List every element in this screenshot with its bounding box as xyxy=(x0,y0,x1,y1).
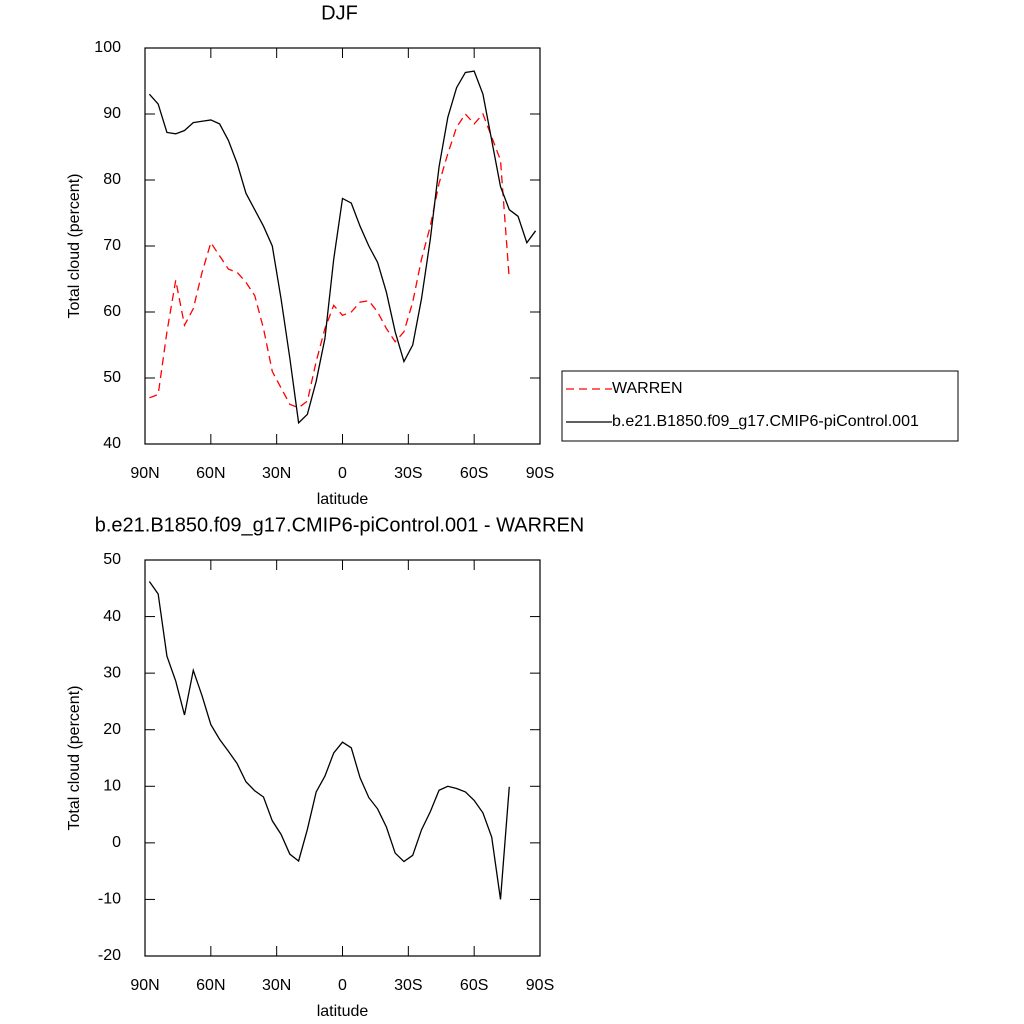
y-tick-label: 80 xyxy=(103,171,121,188)
y-tick-label: 10 xyxy=(103,778,121,795)
y-tick-label: 100 xyxy=(94,39,121,56)
y-tick-label: 0 xyxy=(112,834,121,851)
x-tick-label: 90N xyxy=(130,465,159,482)
y-tick-label: 20 xyxy=(103,721,121,738)
y-axis-label: Total cloud (percent) xyxy=(66,174,83,319)
y-tick-label: 50 xyxy=(103,551,121,568)
y-axis-label: Total cloud (percent) xyxy=(66,686,83,831)
y-tick-label: 90 xyxy=(103,105,121,122)
y-tick-label: -10 xyxy=(98,891,121,908)
x-tick-label: 60S xyxy=(460,977,488,994)
chart-title: b.e21.B1850.f09_g17.CMIP6-piControl.001 … xyxy=(95,514,585,536)
x-axis-label: latitude xyxy=(317,491,369,508)
y-tick-label: 40 xyxy=(103,435,121,452)
x-tick-label: 30S xyxy=(394,465,422,482)
x-tick-label: 30S xyxy=(394,977,422,994)
data-line xyxy=(149,112,510,409)
x-tick-label: 60N xyxy=(196,465,225,482)
x-tick-label: 0 xyxy=(338,977,347,994)
x-tick-label: 30N xyxy=(262,977,291,994)
y-tick-label: -20 xyxy=(98,947,121,964)
legend-frame xyxy=(561,370,959,442)
x-tick-label: 30N xyxy=(262,465,291,482)
chart-title: DJF xyxy=(321,2,358,24)
x-tick-label: 90S xyxy=(526,465,554,482)
x-tick-label: 0 xyxy=(338,465,347,482)
plot-frame xyxy=(144,559,541,957)
y-tick-label: 60 xyxy=(103,303,121,320)
y-tick-label: 30 xyxy=(103,664,121,681)
x-tick-label: 90S xyxy=(526,977,554,994)
legend-label: WARREN xyxy=(612,380,683,397)
x-tick-label: 90N xyxy=(130,977,159,994)
plot-frame xyxy=(144,47,541,445)
data-line xyxy=(148,70,537,425)
x-tick-label: 60S xyxy=(460,465,488,482)
data-line xyxy=(148,581,510,900)
y-tick-label: 40 xyxy=(103,608,121,625)
y-tick-label: 70 xyxy=(103,237,121,254)
y-tick-label: 50 xyxy=(103,369,121,386)
legend-label: b.e21.B1850.f09_g17.CMIP6-piControl.001 xyxy=(612,413,919,430)
x-tick-label: 60N xyxy=(196,977,225,994)
x-axis-label: latitude xyxy=(317,1003,369,1020)
